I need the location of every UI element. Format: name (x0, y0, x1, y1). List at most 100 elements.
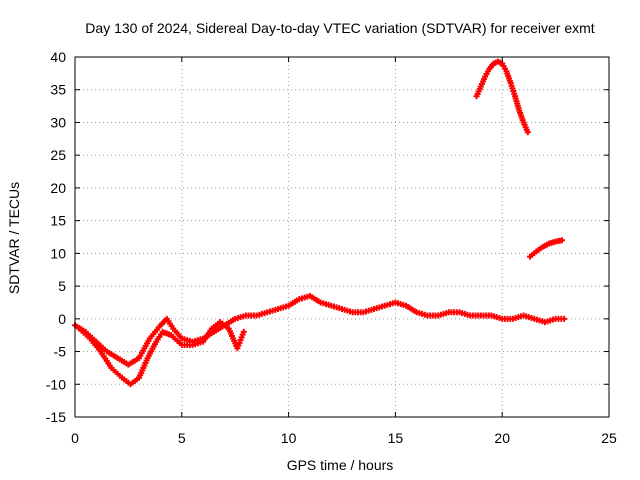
data-fill-track-c-11 (521, 121, 530, 133)
data-fill-track-b-10 (170, 334, 183, 347)
data-fill-track-a-40 (491, 313, 503, 321)
data-fill-track-c-1 (478, 76, 488, 87)
x-tick-label-2: 10 (281, 430, 297, 446)
data-point-track-b-18 (240, 328, 247, 335)
axis-ticks (74, 56, 610, 418)
x-tick-label-5: 25 (601, 430, 617, 446)
data-fill-track-a-43 (523, 313, 535, 321)
data-fill-track-b-7 (145, 341, 158, 359)
data-fill-track-b-12 (192, 339, 204, 348)
data-fill-track-b-1 (88, 337, 102, 353)
data-fill-track-a-36 (448, 309, 460, 316)
data-fill-track-a-25 (330, 303, 343, 312)
data-fill-track-d-1 (535, 245, 544, 253)
y-tick-label-6: 15 (50, 213, 66, 229)
data-fill-track-b-4 (121, 376, 132, 386)
data-fill-track-a-22 (298, 293, 311, 302)
data-fill-track-d-4 (554, 237, 563, 245)
y-tick-label-7: 20 (50, 180, 66, 196)
series-track-d (526, 237, 566, 260)
y-tick-label-4: 5 (58, 278, 66, 294)
data-fill-track-a-24 (320, 300, 332, 308)
data-fill-track-a-39 (480, 312, 492, 319)
data-points (72, 58, 568, 388)
data-fill-track-a-18 (256, 310, 268, 318)
data-fill-track-a-44 (533, 316, 546, 325)
data-fill-track-a-4 (116, 356, 130, 367)
data-fill-track-b-0 (78, 327, 91, 340)
x-tick-label-4: 20 (494, 430, 510, 446)
y-axis-label: SDTVAR / TECUs (6, 182, 22, 294)
data-fill-track-c-3 (487, 62, 496, 71)
data-fill-track-b-11 (181, 342, 193, 348)
data-fill-track-b-15 (219, 320, 230, 330)
x-tick-label-3: 15 (388, 430, 404, 446)
data-fill-track-a-46 (555, 315, 565, 322)
data-fill-track-a-6 (137, 337, 152, 359)
data-fill-track-a-20 (277, 303, 289, 312)
data-fill-track-a-45 (544, 316, 556, 325)
data-fill-track-a-33 (416, 310, 428, 318)
data-fill-track-a-38 (469, 312, 482, 319)
data-fill-track-b-3 (110, 366, 123, 379)
y-tick-label-3: 0 (58, 311, 66, 327)
data-fill-track-a-19 (266, 306, 279, 315)
x-axis-label: GPS time / hours (287, 457, 394, 473)
data-fill-track-a-8 (159, 317, 169, 327)
data-point-track-a-47 (561, 315, 568, 322)
y-tick-label-9: 30 (50, 114, 66, 130)
data-fill-track-a-10 (171, 327, 184, 340)
x-tick-label-1: 5 (178, 430, 186, 446)
data-fill-track-a-27 (352, 309, 364, 316)
data-fill-track-a-32 (405, 304, 418, 314)
data-fill-track-a-23 (309, 294, 322, 305)
data-fill-track-a-2 (95, 340, 108, 353)
y-tick-label-5: 10 (50, 245, 66, 261)
data-fill-track-a-3 (106, 349, 119, 360)
data-point-track-d-5 (559, 237, 566, 244)
y-tick-label-2: -5 (54, 344, 67, 360)
data-fill-track-d-3 (548, 239, 557, 246)
data-fill-track-a-5 (127, 356, 140, 367)
x-tick-label-0: 0 (71, 430, 79, 446)
data-fill-track-b-5 (129, 376, 140, 386)
chart-title: Day 130 of 2024, Sidereal Day-to-day VTE… (85, 20, 594, 36)
data-fill-track-a-30 (384, 300, 396, 308)
data-fill-track-a-41 (501, 315, 514, 322)
y-tick-label-8: 25 (50, 147, 66, 163)
data-fill-track-a-28 (363, 306, 375, 315)
data-fill-track-a-31 (395, 300, 407, 308)
data-fill-track-a-42 (512, 313, 524, 321)
data-fill-track-a-37 (459, 310, 471, 318)
data-fill-track-b-17 (235, 331, 246, 349)
data-fill-track-a-7 (148, 324, 162, 340)
data-fill-track-b-14 (210, 320, 222, 330)
data-fill-track-d-2 (541, 241, 551, 249)
y-tick-label-11: 40 (50, 49, 66, 65)
data-fill-track-a-34 (427, 312, 439, 319)
data-fill-track-a-29 (373, 303, 386, 312)
series-track-b (76, 319, 247, 388)
data-fill-track-c-6 (500, 63, 509, 72)
data-fill-track-a-17 (245, 312, 257, 319)
data-fill-track-a-12 (192, 336, 204, 344)
tick-labels: 0 5 10 15 20 25 -15 -10 -5 0 5 10 15 20 25 30 35 40 (46, 49, 617, 446)
data-fill-track-d-0 (529, 250, 538, 258)
y-tick-label-1: -10 (46, 376, 66, 392)
data-fill-track-b-6 (137, 357, 150, 379)
data-fill-track-c-2 (483, 68, 491, 78)
data-fill-track-b-2 (99, 350, 113, 369)
data-fill-track-a-11 (181, 336, 193, 344)
data-fill-track-b-8 (154, 331, 164, 343)
data-point-track-c-12 (524, 129, 531, 136)
data-fill-track-b-9 (161, 329, 172, 338)
data-fill-track-b-13 (201, 327, 214, 343)
data-fill-track-a-16 (234, 313, 247, 321)
plot-frame (74, 56, 610, 418)
data-fill-track-a-21 (287, 297, 301, 308)
y-tick-label-0: -15 (46, 409, 66, 425)
series-track-c (473, 58, 531, 136)
data-fill-track-c-0 (474, 85, 483, 97)
